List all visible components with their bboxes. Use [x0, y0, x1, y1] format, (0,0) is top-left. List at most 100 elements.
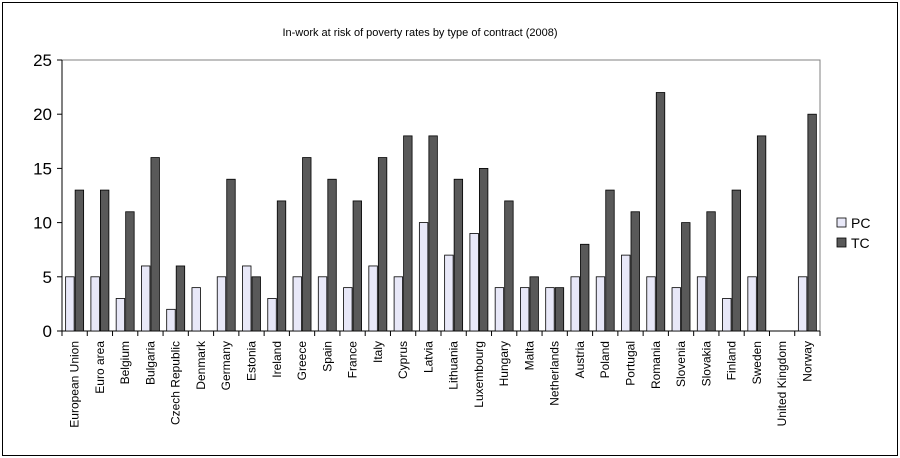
bar-tc [377, 157, 388, 332]
x-tick-label: Romania [649, 341, 663, 389]
bar-tc [251, 276, 261, 332]
bar-tc [554, 287, 565, 332]
x-tick-label: Portugal [624, 341, 638, 386]
x-tick-label: Slovakia [699, 341, 713, 387]
legend-label-tc: TC [851, 235, 870, 251]
bar-tc [327, 178, 337, 332]
x-tick-label: Estonia [245, 341, 259, 381]
bar-tc [302, 157, 312, 332]
bar-pc [469, 233, 479, 332]
x-tick-label: Lithuania [447, 341, 461, 390]
x-tick-label: Denmark [194, 340, 208, 390]
x-tick-label: France [346, 341, 360, 379]
y-tick-label: 10 [33, 214, 52, 233]
x-tick-label: Greece [295, 341, 309, 381]
bar-tc [428, 135, 438, 332]
bar-pc [494, 287, 505, 332]
x-tick-label: Cyprus [396, 341, 410, 379]
y-tick-label: 20 [33, 105, 52, 124]
x-tick-label: Austria [573, 341, 587, 379]
bar-pc [671, 287, 681, 332]
x-tick-label: Finland [725, 341, 739, 380]
bar-tc [150, 157, 160, 332]
bar-pc [595, 276, 606, 332]
x-tick-label: Hungary [497, 341, 511, 386]
bar-pc [570, 276, 580, 332]
y-tick-label: 15 [33, 159, 52, 178]
bar-pc [191, 287, 201, 332]
x-tick-label: Sweden [750, 341, 764, 384]
x-tick-label: United Kingdom [775, 341, 789, 426]
bar-pc [646, 276, 656, 332]
bar-pc [141, 265, 151, 332]
x-tick-label: Spain [320, 341, 334, 372]
bar-tc [352, 200, 362, 332]
x-tick-label: Netherlands [548, 341, 562, 406]
y-tick-label: 25 [33, 51, 52, 70]
bar-tc [529, 276, 539, 332]
x-tick-label: Euro area [93, 341, 107, 394]
x-tick-label: Bulgaria [143, 341, 157, 385]
chart-title: In-work at risk of poverty rates by type… [282, 27, 557, 39]
x-tick-label: Luxembourg [472, 341, 486, 408]
bar-pc [242, 265, 252, 332]
bar-tc [756, 135, 767, 332]
bar-pc [418, 222, 429, 332]
bar-tc [630, 211, 640, 332]
bar-tc [175, 265, 186, 332]
x-tick-label: Italy [371, 341, 385, 363]
bar-pc [267, 298, 277, 332]
bar-tc [276, 200, 287, 332]
bar-pc [621, 254, 631, 332]
legend-swatch-pc [836, 217, 847, 228]
bar-pc [90, 276, 100, 332]
bar-tc [605, 189, 615, 332]
y-tick-label: 0 [43, 322, 52, 341]
x-tick-label: Poland [598, 341, 612, 378]
bar-pc [520, 287, 530, 332]
x-tick-label: Norway [800, 341, 814, 382]
x-tick-label: Belgium [118, 341, 132, 384]
bar-tc [504, 200, 514, 332]
bar-pc [317, 276, 328, 332]
bar-pc [444, 254, 454, 332]
bar-pc [216, 276, 227, 332]
x-tick-label: Ireland [270, 341, 284, 378]
bar-pc [166, 308, 176, 332]
bar-pc [115, 298, 126, 332]
y-tick-label: 5 [43, 268, 52, 287]
bar-tc [74, 189, 85, 332]
bar-tc [453, 178, 464, 332]
bar-tc [655, 92, 666, 332]
x-tick-label: Latvia [421, 341, 435, 373]
bar-pc [393, 276, 404, 332]
bar-tc [100, 189, 110, 332]
legend-label-pc: PC [851, 215, 870, 231]
legend: PC TC [836, 215, 870, 251]
bar-tc [731, 189, 741, 332]
bar-pc [747, 276, 757, 332]
plot-border [61, 59, 821, 332]
bar-pc [696, 276, 707, 332]
x-tick-label: European Union [68, 341, 82, 428]
bar-pc [368, 265, 378, 332]
bar-pc [545, 287, 555, 332]
bar-tc [580, 243, 590, 332]
bar-pc [722, 298, 732, 332]
bar-tc [478, 167, 489, 332]
bar-pc [292, 276, 302, 332]
bar-pc [65, 276, 75, 332]
x-tick-label: Slovenia [674, 341, 688, 387]
bar-tc [403, 135, 413, 332]
x-tick-label: Czech Republic [169, 341, 183, 425]
bar-tc [706, 211, 716, 332]
bar-tc [226, 178, 236, 332]
bar-tc [125, 211, 135, 332]
x-tick-label: Malta [522, 341, 536, 371]
bar-pc [797, 276, 808, 332]
plot-area: 0 5 10 15 20 25 European Union Euro area Belgium… [33, 51, 821, 428]
legend-swatch-tc [836, 237, 847, 248]
x-tick-label: Germany [219, 341, 233, 390]
bar-pc [343, 287, 353, 332]
